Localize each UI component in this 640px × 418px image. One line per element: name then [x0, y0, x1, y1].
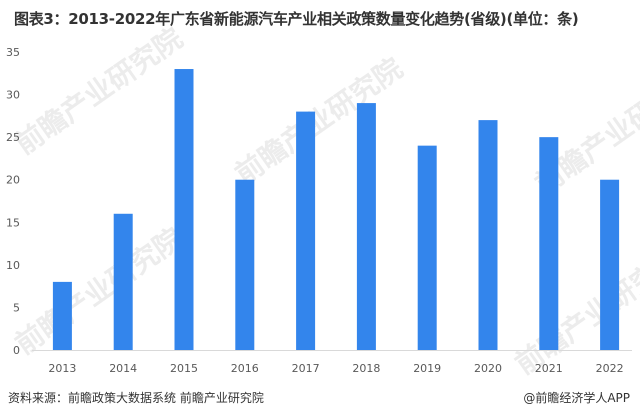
bar-2018 — [356, 103, 376, 350]
y-tick-label: 10 — [6, 259, 20, 272]
x-tick-label: 2019 — [413, 362, 441, 375]
x-tick-label: 2013 — [48, 362, 76, 375]
x-tick-label: 2015 — [170, 362, 198, 375]
x-tick-label: 2014 — [109, 362, 137, 375]
bar-2021 — [539, 137, 559, 350]
y-tick-label: 35 — [6, 46, 20, 59]
x-tick-label: 2021 — [535, 362, 563, 375]
x-tick-label: 2020 — [474, 362, 502, 375]
credit-note: @前瞻经济学人APP — [523, 391, 630, 405]
x-tick-label: 2017 — [292, 362, 320, 375]
x-tick-label: 2016 — [231, 362, 259, 375]
bar-2015 — [174, 69, 194, 351]
bar-2017 — [296, 111, 316, 350]
x-tick-label: 2022 — [596, 362, 624, 375]
bar-2016 — [235, 179, 255, 350]
y-tick-label: 25 — [6, 131, 20, 144]
source-note: 资料来源：前瞻政策大数据系统 前瞻产业研究院 — [8, 391, 264, 405]
y-tick-label: 20 — [6, 174, 20, 187]
bar-2014 — [113, 213, 133, 350]
x-tick-label: 2018 — [352, 362, 380, 375]
y-tick-label: 30 — [6, 89, 20, 102]
bar-2013 — [52, 281, 72, 350]
chart-title: 图表3：2013-2022年广东省新能源汽车产业相关政策数量变化趋势(省级)(单… — [14, 10, 579, 28]
y-tick-label: 15 — [6, 216, 20, 229]
bar-2019 — [417, 145, 437, 350]
y-tick-label: 0 — [13, 344, 20, 357]
bar-2020 — [478, 120, 498, 350]
bar-2022 — [600, 179, 620, 350]
y-tick-label: 5 — [13, 301, 20, 314]
